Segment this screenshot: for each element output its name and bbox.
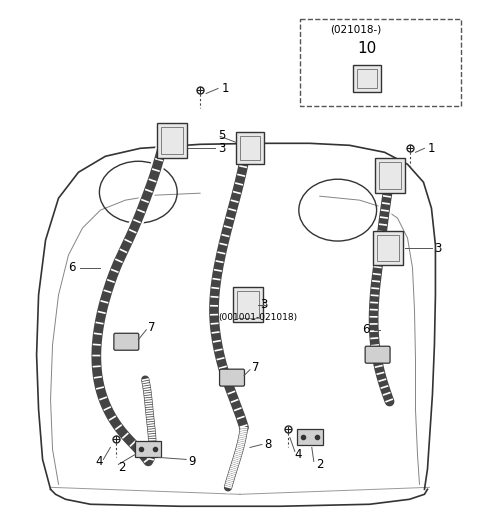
Bar [379, 162, 400, 189]
Bar [300, 19, 461, 106]
Bar [297, 430, 323, 445]
FancyBboxPatch shape [114, 333, 139, 350]
Text: 8: 8 [264, 438, 271, 451]
Bar [240, 136, 260, 160]
Bar [374, 158, 405, 193]
Text: 2: 2 [316, 458, 324, 471]
Text: 2: 2 [119, 461, 126, 474]
Text: 3: 3 [218, 142, 226, 155]
Text: 9: 9 [188, 455, 196, 468]
Bar [161, 127, 183, 154]
Bar [377, 235, 398, 262]
Bar [157, 123, 187, 158]
Bar [357, 69, 377, 89]
FancyBboxPatch shape [219, 369, 244, 386]
Bar [135, 441, 161, 458]
FancyBboxPatch shape [365, 346, 390, 363]
Text: (001001-021018): (001001-021018) [218, 314, 297, 322]
Text: 1: 1 [222, 82, 229, 95]
Text: 3: 3 [260, 298, 267, 312]
Text: 3: 3 [434, 241, 442, 254]
Text: 1: 1 [428, 142, 435, 155]
Bar [233, 288, 263, 322]
Text: 6: 6 [361, 323, 369, 336]
Text: 4: 4 [295, 448, 302, 461]
Text: 4: 4 [96, 455, 103, 468]
Text: 6: 6 [69, 262, 76, 274]
Bar [353, 65, 381, 93]
Text: (021018-): (021018-) [330, 24, 381, 35]
Bar [372, 231, 403, 266]
Text: 7: 7 [252, 361, 260, 374]
Text: 7: 7 [148, 321, 156, 334]
Text: 5: 5 [218, 129, 226, 142]
Bar [236, 132, 264, 164]
Bar [237, 291, 259, 318]
Text: 10: 10 [357, 41, 376, 55]
